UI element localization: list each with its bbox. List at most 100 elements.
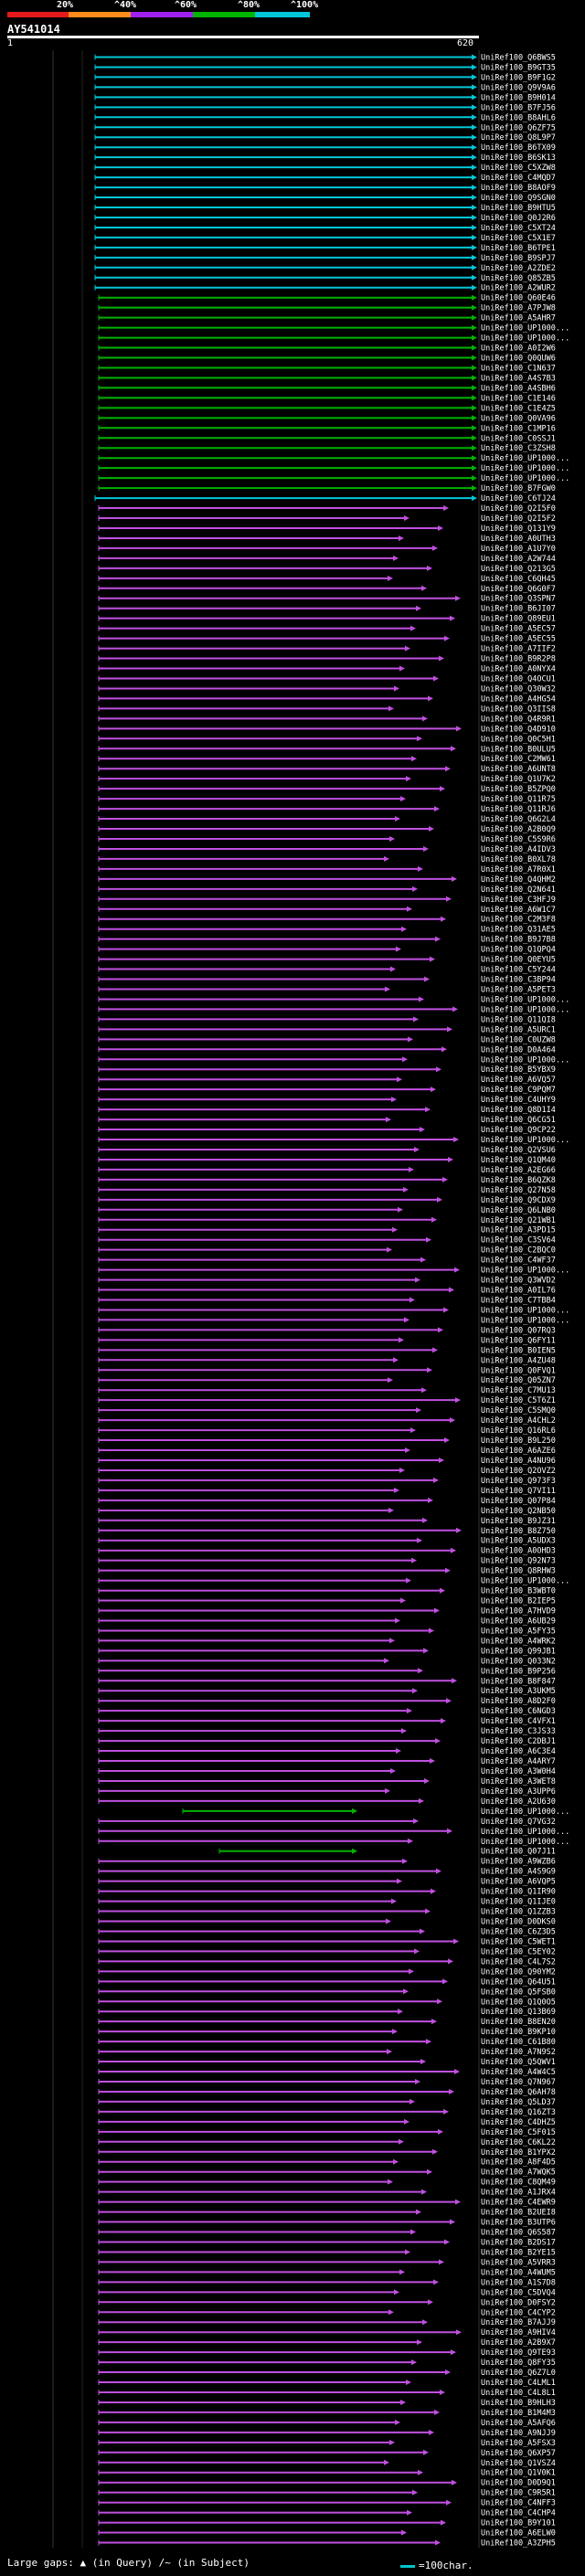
hit-label: UniRef100_Q8FY35: [481, 2359, 556, 2368]
hit-arrow: [402, 1858, 408, 1864]
hit-arrow: [440, 1587, 445, 1594]
hit-label: UniRef100_C4CYP2: [481, 2308, 556, 2317]
hit-label: UniRef100_UP1000...: [481, 1267, 569, 1276]
hit-label: UniRef100_Q2I5F0: [481, 504, 556, 514]
hit-arrow: [472, 254, 477, 260]
hit-label: UniRef100_B9F1G2: [481, 73, 556, 82]
hit-arrow: [472, 94, 477, 101]
hit-label: UniRef100_A5URC1: [481, 1025, 556, 1034]
hit-arrow: [472, 234, 477, 240]
hit-label: UniRef100_UP1000...: [481, 1828, 569, 1837]
hit-arrow: [393, 2158, 399, 2165]
hit-arrow: [429, 2429, 434, 2435]
hit-arrow: [403, 1988, 409, 1995]
hit-arrow: [392, 2029, 398, 2035]
hit-arrow: [446, 2499, 452, 2506]
hit-label: UniRef100_A2W744: [481, 555, 556, 564]
hit-arrow: [449, 1287, 454, 1293]
hit-label: UniRef100_B6QZK8: [481, 1176, 556, 1185]
hit-arrow: [406, 2380, 411, 2386]
hit-arrow: [404, 1317, 410, 1323]
hit-label: UniRef100_D0FSY2: [481, 2298, 556, 2307]
hit-arrow: [407, 906, 412, 912]
scale-bar-orange: [69, 12, 131, 17]
hit-arrow: [424, 1777, 430, 1784]
hit-label: UniRef100_C2DBJ1: [481, 1737, 556, 1746]
hit-label: UniRef100_B2IEP5: [481, 1597, 556, 1606]
hit-arrow: [472, 114, 477, 121]
hit-arrow: [421, 585, 427, 591]
hit-arrow: [453, 1137, 459, 1143]
hit-arrow: [446, 1698, 452, 1704]
hit-arrow: [472, 355, 477, 361]
hit-arrow: [428, 2299, 433, 2306]
hit-label: UniRef100_Q2OVZ2: [481, 1467, 556, 1476]
hit-label: UniRef100_A4NU96: [481, 1457, 556, 1466]
hit-arrow: [404, 2118, 410, 2125]
hit-arrow: [426, 2039, 431, 2045]
hit-label: UniRef100_Q6ZF75: [481, 123, 556, 133]
hit-arrow: [439, 1457, 444, 1463]
hit-arrow: [386, 1918, 391, 1924]
hit-label: UniRef100_A5AHR7: [481, 314, 556, 323]
hit-label: UniRef100_A5FY35: [481, 1627, 556, 1636]
hit-arrow: [417, 736, 422, 742]
hit-label: UniRef100_C7MU13: [481, 1386, 556, 1395]
hit-label: UniRef100_Q6S587: [481, 2229, 556, 2238]
hit-label: UniRef100_C4VFX1: [481, 1717, 556, 1726]
hit-label: UniRef100_UP1000...: [481, 1306, 569, 1315]
hit-arrow: [472, 264, 477, 270]
scale-label-100: ^100%: [291, 0, 319, 10]
hit-arrow: [418, 1668, 423, 1674]
hit-arrow: [454, 1267, 460, 1273]
scale-bar-cyan: [255, 12, 310, 17]
hit-arrow: [437, 1998, 442, 2005]
hit-label: UniRef100_Q1IR90: [481, 1888, 556, 1897]
hit-arrow: [452, 1006, 458, 1012]
hit-label: UniRef100_B8EN20: [481, 2018, 556, 2027]
scale-bar-red: [7, 12, 69, 17]
hit-arrow: [430, 956, 435, 962]
hit-label: UniRef100_A4W4C5: [481, 2068, 556, 2077]
hit-label: UniRef100_Q6FY11: [481, 1336, 556, 1345]
hit-label: UniRef100_Q85ZB5: [481, 274, 556, 283]
hit-arrow: [408, 1838, 413, 1844]
hit-arrow: [438, 525, 443, 531]
hit-arrow: [472, 134, 477, 141]
hit-arrow: [420, 1127, 425, 1133]
hit-arrow: [456, 726, 462, 732]
hit-label: UniRef100_Q1QPQ4: [481, 946, 556, 955]
hit-arrow: [441, 2519, 446, 2526]
hit-label: UniRef100_C7TBB4: [481, 1297, 556, 1306]
hit-arrow: [438, 2128, 443, 2135]
hit-label: UniRef100_Q6G0F7: [481, 585, 556, 594]
hit-label: UniRef100_D0D9Q1: [481, 2479, 556, 2488]
hit-label: UniRef100_B9J7B8: [481, 936, 556, 945]
hit-label: UniRef100_C5X1E7: [481, 234, 556, 243]
hit-label: UniRef100_Q4D910: [481, 725, 556, 734]
hit-arrow: [410, 1297, 415, 1303]
hit-label: UniRef100_A4CHL2: [481, 1416, 556, 1426]
hit-label: UniRef100_B9H014: [481, 93, 556, 102]
hit-arrow: [454, 2069, 460, 2075]
hit-label: UniRef100_B1YPX2: [481, 2148, 556, 2157]
hit-arrow: [400, 1597, 406, 1604]
hit-arrow: [455, 2199, 461, 2205]
hit-label: UniRef100_A4HG54: [481, 694, 556, 704]
hit-arrow: [441, 1718, 446, 1724]
hit-label: UniRef100_B6JI07: [481, 605, 556, 614]
hit-arrow: [411, 1557, 417, 1564]
hit-arrow: [445, 1567, 451, 1574]
hit-arrow: [390, 1767, 396, 1774]
hit-label: UniRef100_C1E4Z5: [481, 404, 556, 413]
hit-arrow: [444, 1437, 450, 1444]
hit-arrow: [445, 2369, 451, 2376]
hit-arrow: [472, 154, 477, 161]
query-line: [7, 36, 479, 38]
hit-arrow: [472, 465, 477, 472]
hit-arrow: [472, 244, 477, 250]
hit-label: UniRef100_A6C3E4: [481, 1747, 556, 1756]
hit-arrow: [444, 635, 450, 641]
hit-label: UniRef100_Q07RQ3: [481, 1326, 556, 1335]
hit-label: UniRef100_A4ZU48: [481, 1356, 556, 1365]
